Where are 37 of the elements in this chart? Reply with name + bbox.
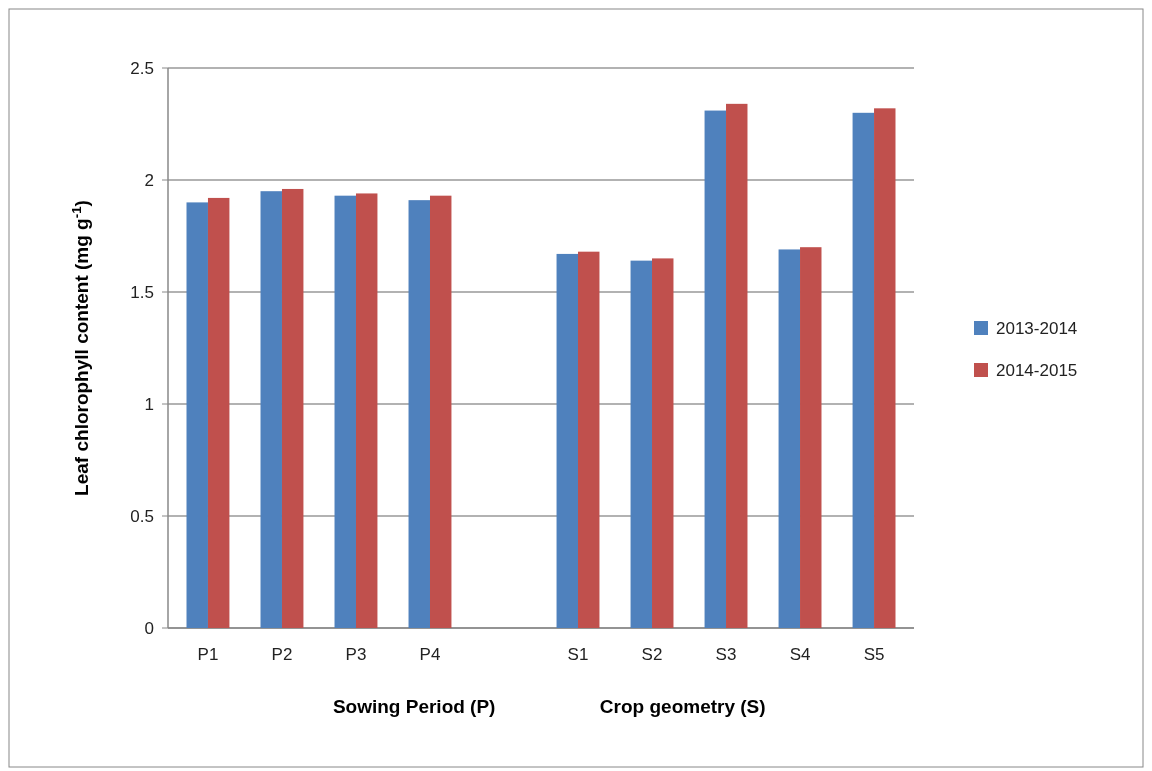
text: Sowing Period (P): [332, 696, 496, 717]
legend-label: 2013-2014: [996, 318, 1078, 338]
bar: [704, 110, 727, 628]
bar: [207, 197, 230, 628]
bar: [260, 191, 282, 628]
x-tick-label: S3: [715, 645, 737, 664]
y-tick-label: 0.5: [130, 506, 154, 526]
x-tick-label: S5: [863, 645, 885, 664]
bar: [578, 251, 600, 628]
text: Crop geometry (S): [599, 696, 766, 717]
legend-label: 2014-2015: [996, 360, 1078, 380]
bar: [652, 258, 674, 628]
bar: [186, 202, 208, 628]
bar: [429, 195, 452, 628]
x-tick-label: P2: [271, 645, 293, 664]
y-tick-label: 1: [144, 394, 154, 414]
x-tick-label: S4: [789, 645, 811, 664]
bar: [726, 103, 748, 628]
bar: [334, 195, 356, 628]
x-tick-label: S1: [567, 645, 589, 664]
bar: [408, 200, 430, 628]
x-tick-label: P3: [345, 645, 367, 664]
bar: [800, 247, 822, 628]
y-tick-label: 2.5: [130, 58, 154, 78]
x-tick-label: P1: [197, 645, 219, 664]
x-tick-label: S2: [641, 645, 663, 664]
bar: [852, 112, 875, 628]
bar: [778, 249, 801, 628]
bar: [355, 193, 378, 628]
bar: [556, 253, 578, 628]
x-tick-label: P4: [419, 645, 441, 664]
y-tick-label: 0: [144, 618, 154, 638]
y-tick-label: 1.5: [130, 282, 154, 302]
y-tick-label: 2: [144, 170, 154, 190]
bar: [281, 188, 304, 628]
bar: [874, 108, 896, 628]
bar: [630, 260, 653, 628]
